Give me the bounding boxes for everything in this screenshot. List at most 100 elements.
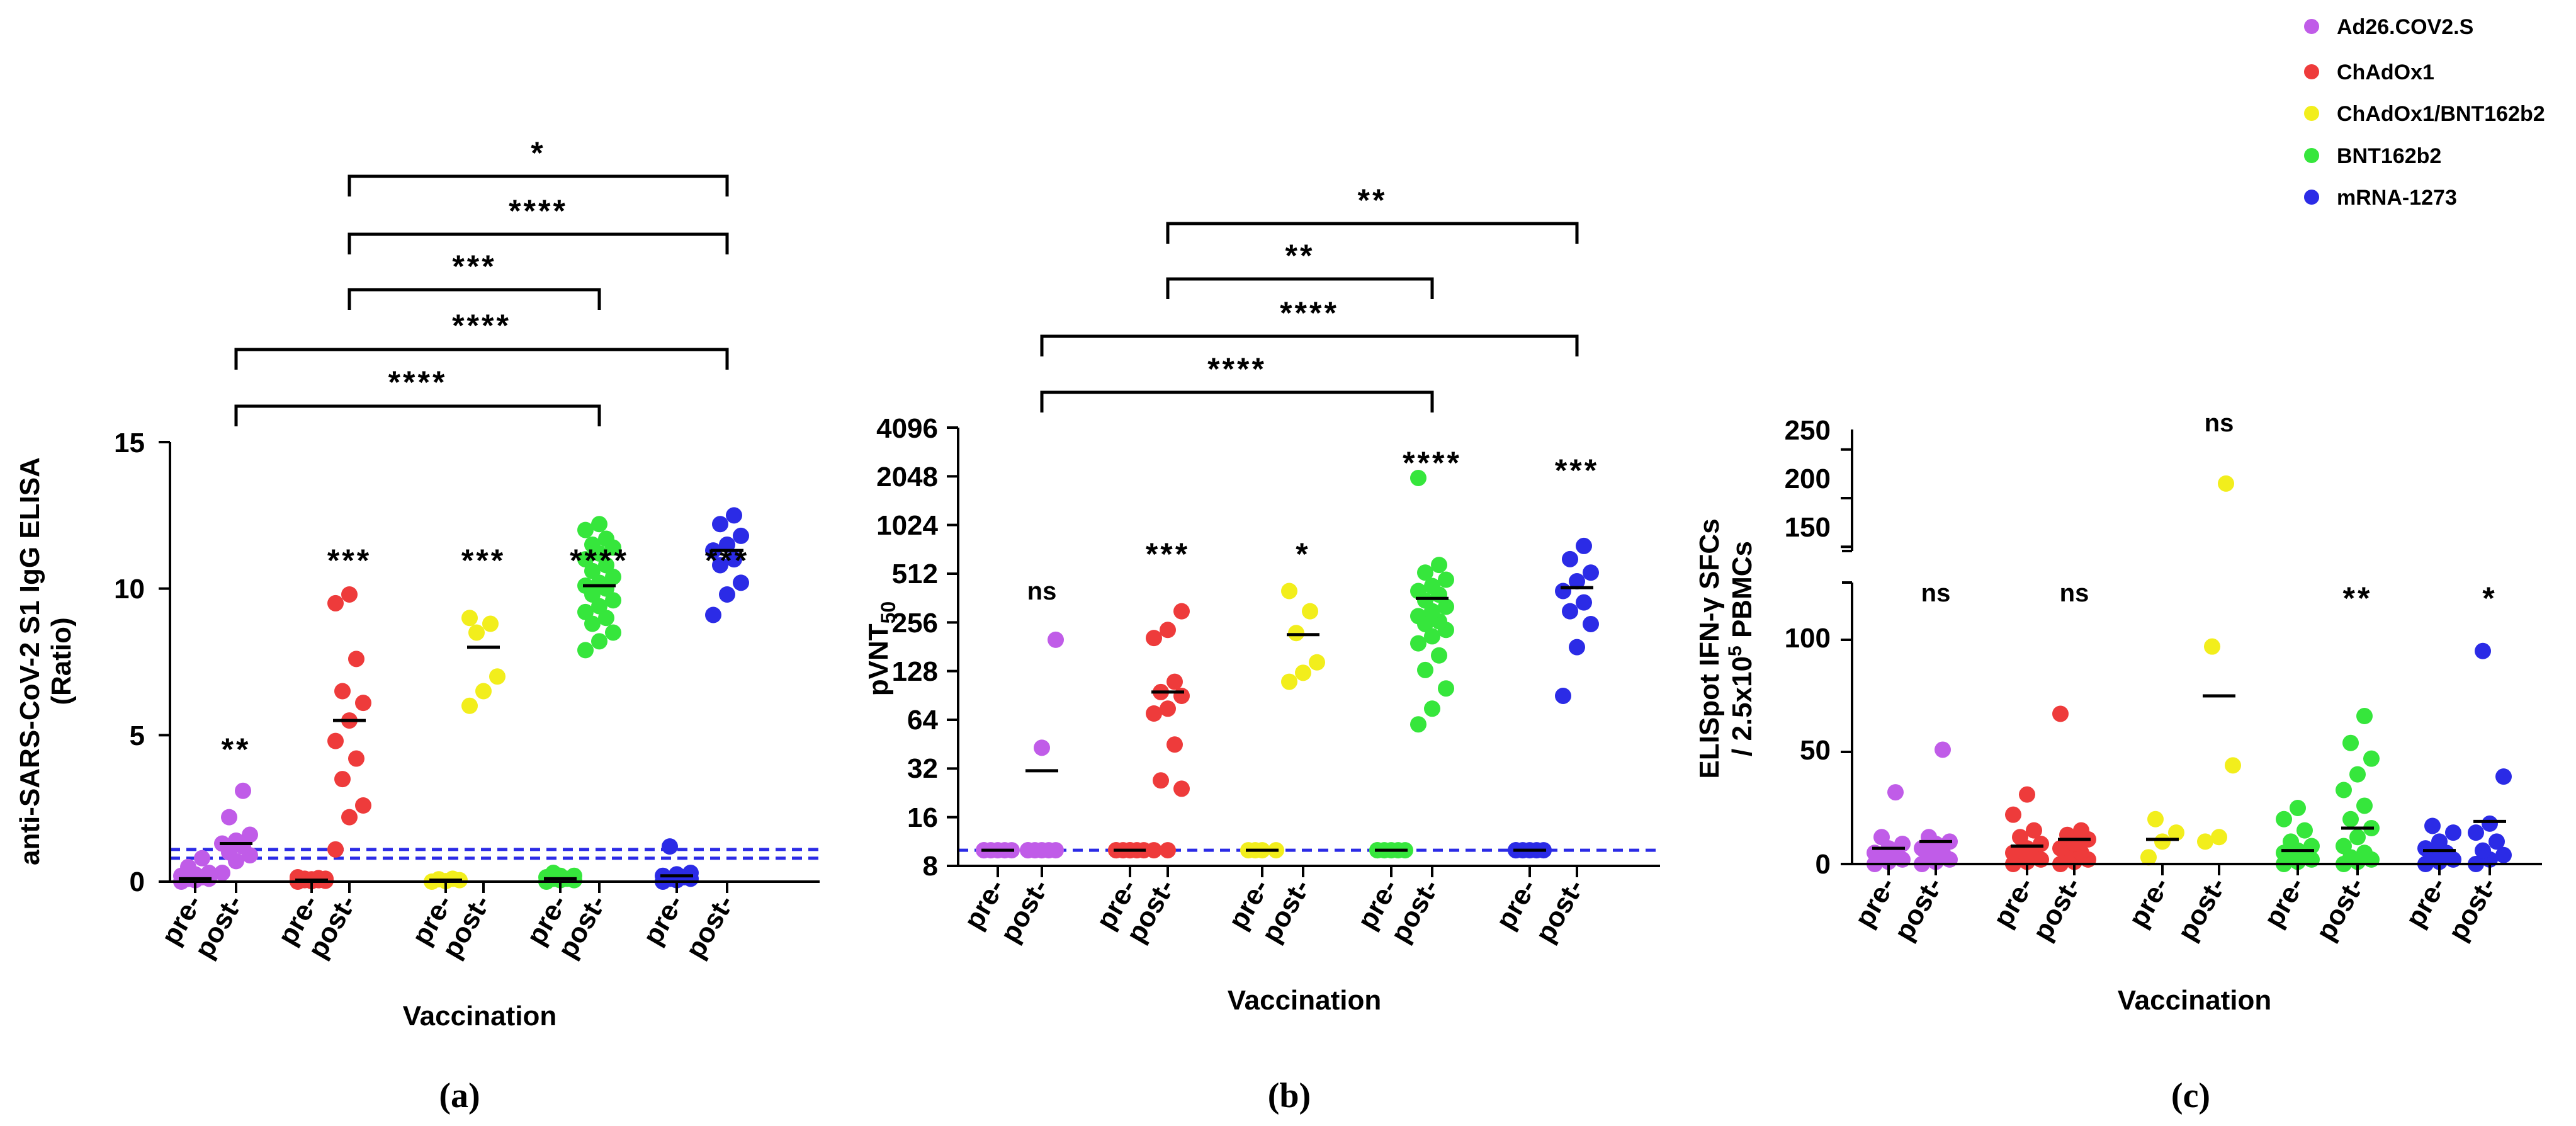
a-sig-mrna1273: *** xyxy=(705,543,749,578)
panel-c-ylabel-line2-b: PBMCs xyxy=(1727,541,1758,645)
c-point-mrna1273-post-7 xyxy=(2495,768,2512,785)
c-point-chadox1-bnt-pre-1 xyxy=(2154,833,2171,850)
b-point-mrna1273-post-4 xyxy=(1576,594,1592,611)
panel-b-ylabel-sub: 50 xyxy=(877,601,900,624)
legend-label-mrna1273: mRNA-1273 xyxy=(2337,186,2457,210)
b-point-chadox1-post-3 xyxy=(1153,772,1169,789)
panel-b-ytick-64: 64 xyxy=(907,705,938,736)
a-point-ad26-pre-9 xyxy=(194,850,210,867)
c-point-chadox1-bnt-post-4 xyxy=(2218,475,2234,492)
c-point-chadox1-pre-9 xyxy=(2026,822,2042,839)
c-xcat-ad26-post: post- xyxy=(1888,872,1948,947)
b-point-chadox1-post-2 xyxy=(1173,780,1190,797)
a-point-bnt162b2-post-0 xyxy=(577,642,594,659)
panel-c-ytick-250: 250 xyxy=(1785,415,1831,446)
b-point-chadox1-post-7 xyxy=(1173,687,1190,704)
b-point-chadox1-post-0 xyxy=(1146,842,1162,859)
c-point-mrna1273-pre-8 xyxy=(2424,817,2441,834)
a-point-mrna1273-post-7 xyxy=(733,527,749,544)
a-point-chadox1-post-3 xyxy=(334,771,351,788)
c-point-chadox1-bnt-post-0 xyxy=(2197,833,2213,850)
c-point-bnt162b2-post-12 xyxy=(2363,750,2380,767)
panel-c-ytick-200: 200 xyxy=(1785,463,1831,494)
c-point-chadox1-bnt-pre-2 xyxy=(2168,824,2184,841)
c-point-chadox1-bnt-post-3 xyxy=(2204,638,2220,655)
panel-b-ytick-128: 128 xyxy=(892,656,938,687)
b-point-chadox1-bnt-post-4 xyxy=(1302,603,1318,620)
c-point-ad26-pre-8 xyxy=(1873,829,1890,846)
b-point-chadox1-bnt-post-2 xyxy=(1309,654,1325,671)
b-point-ad26-post-5 xyxy=(1020,842,1036,859)
panel-b-ylabel: pVNT50 xyxy=(863,601,900,696)
panel-b-ytick-32: 32 xyxy=(907,753,938,784)
a-point-chadox1-post-9 xyxy=(348,651,364,668)
b-point-bnt162b2-post-12 xyxy=(1438,598,1454,615)
a-point-chadox1-post-7 xyxy=(355,695,371,712)
a-point-chadox1-bnt-post-1 xyxy=(475,683,492,700)
svg-text:/ 2.5x105 PBMCs: / 2.5x105 PBMCs xyxy=(1725,541,1758,756)
b-point-bnt162b2-post-1 xyxy=(1424,700,1440,717)
panel-b-label: (b) xyxy=(1268,1076,1311,1115)
legend-marker-mrna1273 xyxy=(2304,190,2319,205)
a-point-chadox1-bnt-post-2 xyxy=(489,668,506,685)
c-point-chadox1-post-10 xyxy=(2052,705,2069,722)
a-point-ad26-post-8 xyxy=(221,809,237,826)
b-point-chadox1-post-4 xyxy=(1167,736,1183,753)
b-point-bnt162b2-post-16 xyxy=(1424,577,1440,594)
panel-c-x-categories: pre-post-pre-post-pre-post-pre-post-pre-… xyxy=(1849,864,2503,946)
panel-a-ytick-0: 0 xyxy=(130,867,145,897)
b-bracket-label-0: ** xyxy=(1358,183,1387,218)
b-point-chadox1-bnt-post-1 xyxy=(1295,664,1311,681)
a-bracket-label-4: **** xyxy=(388,365,448,400)
c-sig-chadox1: ns xyxy=(2060,579,2089,607)
panel-a-ylabel-line1: anti-SARS-CoV-2 S1 IgG ELISA xyxy=(14,457,45,865)
c-point-chadox1-pre-11 xyxy=(2019,786,2035,803)
a-bracket-label-3: **** xyxy=(452,308,511,343)
panel-b-ytick-2048: 2048 xyxy=(876,462,938,492)
a-point-mrna1273-post-3 xyxy=(712,557,728,574)
c-point-bnt162b2-post-13 xyxy=(2342,734,2359,751)
b-bracket-label-3: **** xyxy=(1207,351,1267,387)
b-point-bnt162b2-post-20 xyxy=(1410,469,1426,486)
b-bracket-3 xyxy=(1040,390,1434,412)
c-point-bnt162b2-post-6 xyxy=(2349,829,2366,846)
a-point-mrna1273-post-1 xyxy=(719,586,735,603)
a-bracket-1 xyxy=(347,232,729,254)
a-point-chadox1-post-11 xyxy=(341,586,358,603)
panel-c-xlabel: Vaccination xyxy=(2118,985,2272,1016)
a-point-chadox1-post-4 xyxy=(348,750,364,767)
b-bracket-label-1: ** xyxy=(1285,238,1315,273)
panel-b-ytick-1024: 1024 xyxy=(876,510,938,541)
panel-a-ylabel-line2: (Ratio) xyxy=(46,617,77,705)
b-point-bnt162b2-post-19 xyxy=(1431,557,1447,574)
panel-a-ytick-10: 10 xyxy=(114,574,145,605)
legend-marker-chadox1 xyxy=(2304,64,2319,79)
b-point-ad26-post-4 xyxy=(1041,842,1057,859)
c-sig-ad26: ns xyxy=(1921,579,1951,607)
a-point-bnt162b2-post-18 xyxy=(584,536,601,553)
c-point-mrna1273-pre-6 xyxy=(2431,833,2448,850)
c-point-ad26-post-9 xyxy=(1935,741,1951,758)
c-point-bnt162b2-post-5 xyxy=(2336,838,2352,855)
c-point-bnt162b2-pre-9 xyxy=(2296,822,2313,839)
a-point-mrna1273-pre-7 xyxy=(682,865,699,882)
b-point-ad26-post-6 xyxy=(1034,739,1050,756)
c-point-mrna1273-post-2 xyxy=(2495,846,2512,863)
c-point-bnt162b2-post-14 xyxy=(2356,708,2373,725)
b-point-mrna1273-post-8 xyxy=(1562,550,1578,567)
panel-b-ylabel-main: pVNT xyxy=(863,623,894,696)
a-point-bnt162b2-post-20 xyxy=(577,521,594,538)
a-point-chadox1-post-2 xyxy=(355,797,371,814)
b-point-chadox1-bnt-post-5 xyxy=(1281,583,1297,600)
a-point-mrna1273-post-6 xyxy=(719,536,735,553)
c-point-bnt162b2-pre-8 xyxy=(2283,833,2299,850)
panel-b-ytick-4096: 4096 xyxy=(876,413,938,444)
b-point-mrna1273-post-2 xyxy=(1583,615,1599,632)
legend-marker-ad26 xyxy=(2304,19,2319,34)
a-point-chadox1-pre-10 xyxy=(290,869,306,886)
b-point-bnt162b2-post-10 xyxy=(1410,608,1426,625)
b-point-chadox1-post-1 xyxy=(1160,842,1176,859)
c-point-mrna1273-post-3 xyxy=(2475,842,2491,859)
